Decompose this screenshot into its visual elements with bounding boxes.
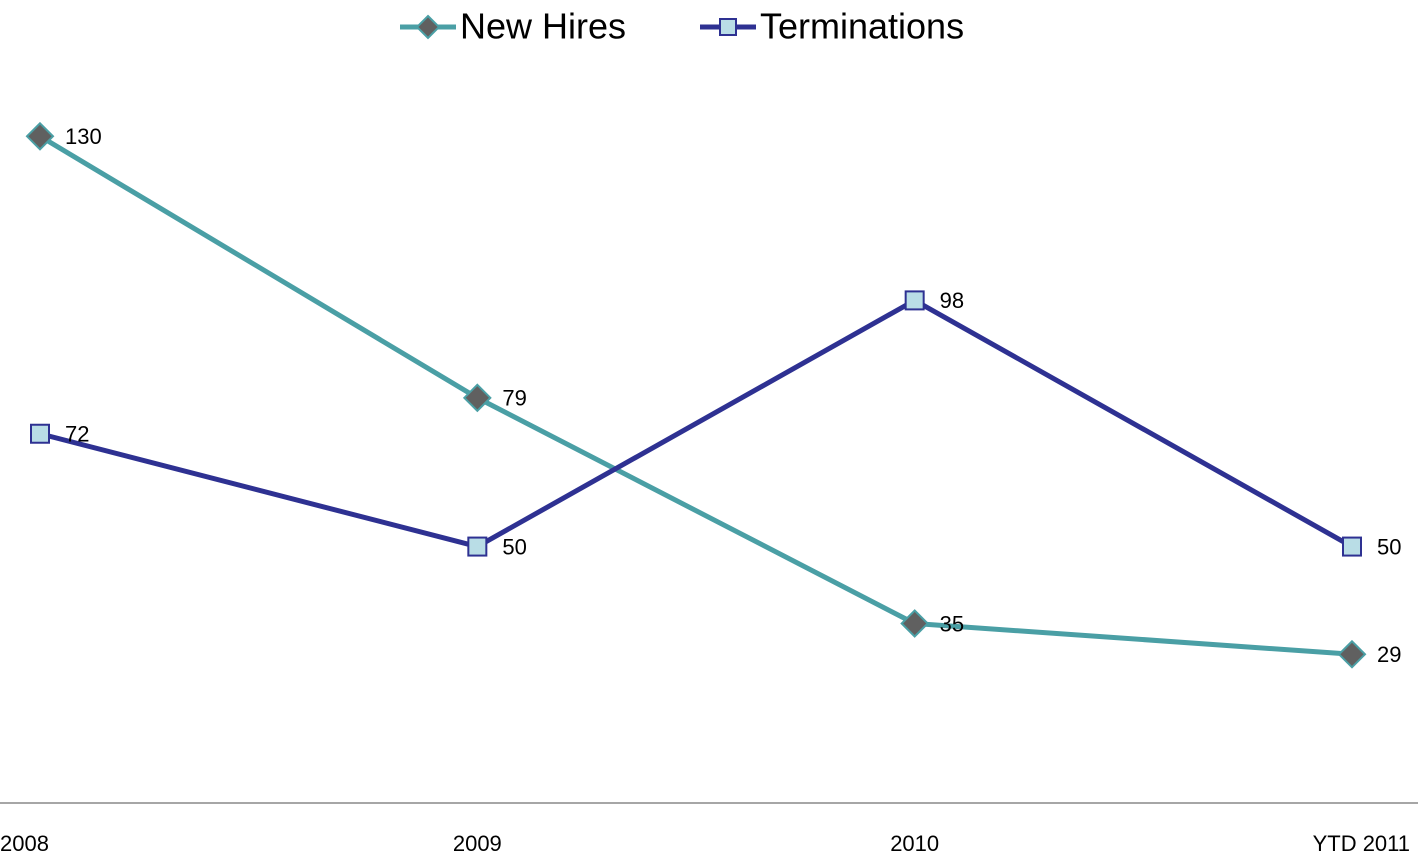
legend-label: Terminations (760, 6, 964, 47)
data-point (467, 536, 488, 557)
data-label: 29 (1377, 642, 1401, 667)
data-label: 50 (1377, 534, 1401, 559)
data-point (1337, 639, 1367, 669)
legend-marker (415, 14, 441, 40)
x-tick-label: 2010 (890, 831, 939, 856)
data-point (462, 383, 492, 413)
data-label: 79 (502, 386, 526, 411)
data-label: 130 (65, 124, 102, 149)
data-point (25, 121, 55, 151)
x-tick-label: 2009 (453, 831, 502, 856)
data-label: 98 (940, 288, 964, 313)
x-tick-label: 2008 (0, 831, 49, 856)
data-label: 35 (940, 611, 964, 636)
series-line (38, 134, 1353, 657)
data-point (904, 290, 925, 311)
series-line (39, 297, 1354, 550)
data-label: 72 (65, 422, 89, 447)
legend-marker (719, 18, 737, 36)
legend-label: New Hires (460, 6, 626, 47)
data-label: 50 (502, 534, 526, 559)
data-point (30, 423, 50, 444)
data-point (900, 609, 930, 638)
data-point (1342, 536, 1362, 557)
x-tick-label: YTD 2011 (1313, 831, 1410, 856)
